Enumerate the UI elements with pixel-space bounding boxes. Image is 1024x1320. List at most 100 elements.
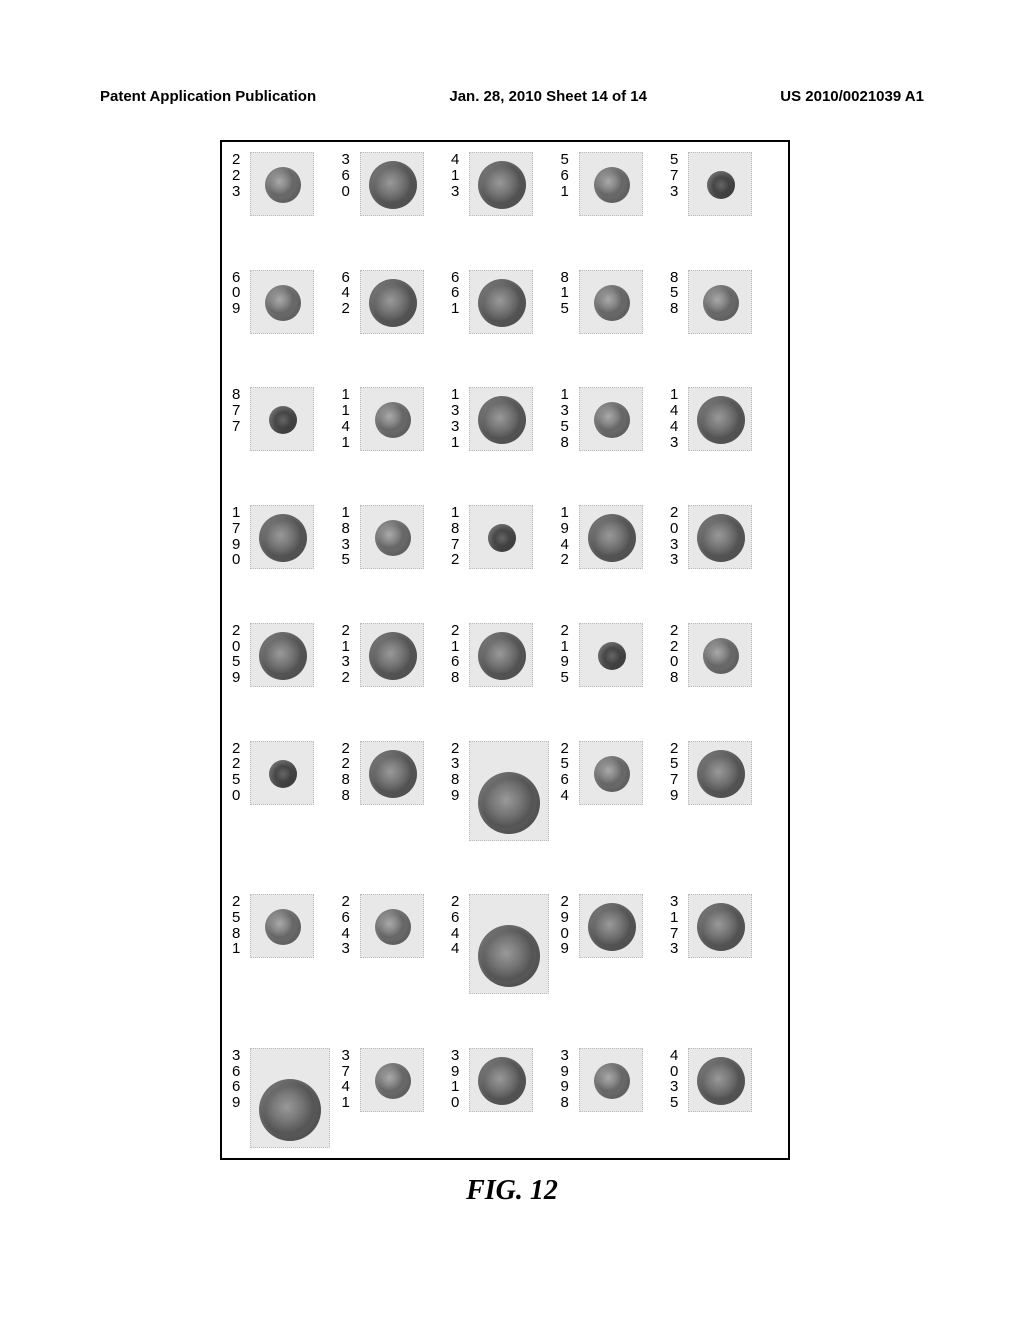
cell-blob-icon	[703, 638, 739, 674]
cell-blob-icon	[598, 642, 626, 670]
cell-index: 815	[561, 270, 575, 317]
figure-cell: 2644	[451, 894, 559, 994]
cell-index: 858	[670, 270, 684, 317]
cell-index: 360	[342, 152, 356, 199]
cell-index: 877	[232, 387, 246, 434]
cell-blob-icon	[269, 760, 297, 788]
cell-index: 1141	[342, 387, 356, 450]
cell-blob-icon	[265, 285, 301, 321]
cell-blob-icon	[369, 161, 417, 209]
cell-index: 2250	[232, 741, 246, 804]
cell-thumbnail	[579, 270, 643, 334]
figure-cell: 2208	[670, 623, 778, 687]
figure-cell: 573	[670, 152, 778, 216]
figure-cell: 2132	[342, 623, 450, 687]
cell-blob-icon	[375, 402, 411, 438]
cell-index: 609	[232, 270, 246, 317]
cell-index: 1358	[561, 387, 575, 450]
figure-row: 25812643264429093173	[232, 894, 778, 994]
figure-cell: 858	[670, 270, 778, 334]
cell-index: 223	[232, 152, 246, 199]
cell-index: 561	[561, 152, 575, 199]
cell-blob-icon	[478, 1057, 526, 1105]
cell-blob-icon	[594, 756, 630, 792]
figure-frame: 2233604135615736096426618158588771141133…	[220, 140, 790, 1160]
figure-cell: 661	[451, 270, 559, 334]
cell-thumbnail	[250, 270, 314, 334]
cell-blob-icon	[594, 1063, 630, 1099]
cell-index: 2644	[451, 894, 465, 957]
cell-index: 2579	[670, 741, 684, 804]
cell-index: 2132	[342, 623, 356, 686]
cell-blob-icon	[707, 171, 735, 199]
cell-thumbnail	[360, 894, 424, 958]
cell-index: 3669	[232, 1048, 246, 1111]
figure-cell: 2389	[451, 741, 559, 841]
figure-cell: 2909	[561, 894, 669, 958]
figure-row: 20592132216821952208	[232, 623, 778, 687]
cell-index: 2581	[232, 894, 246, 957]
cell-blob-icon	[588, 903, 636, 951]
figure-row: 609642661815858	[232, 270, 778, 334]
cell-thumbnail	[579, 741, 643, 805]
sheet-label: Jan. 28, 2010 Sheet 14 of 14	[449, 88, 647, 105]
cell-thumbnail	[579, 1048, 643, 1112]
figure-cell: 2250	[232, 741, 340, 805]
cell-blob-icon	[703, 285, 739, 321]
cell-index: 1942	[561, 505, 575, 568]
cell-index: 1443	[670, 387, 684, 450]
cell-index: 4035	[670, 1048, 684, 1111]
figure-cell: 2581	[232, 894, 340, 958]
cell-blob-icon	[269, 406, 297, 434]
cell-index: 2208	[670, 623, 684, 686]
cell-thumbnail	[250, 623, 314, 687]
cell-blob-icon	[369, 750, 417, 798]
cell-blob-icon	[697, 750, 745, 798]
cell-index: 3741	[342, 1048, 356, 1111]
figure-cell: 1443	[670, 387, 778, 451]
cell-index: 2033	[670, 505, 684, 568]
figure-row: 36693741391039984035	[232, 1048, 778, 1148]
figure-cell: 3910	[451, 1048, 559, 1112]
cell-thumbnail	[579, 894, 643, 958]
cell-blob-icon	[265, 909, 301, 945]
cell-index: 661	[451, 270, 465, 317]
publication-label: Patent Application Publication	[100, 88, 316, 105]
figure-cell: 413	[451, 152, 559, 216]
cell-index: 2168	[451, 623, 465, 686]
cell-index: 573	[670, 152, 684, 199]
cell-thumbnail	[688, 1048, 752, 1112]
cell-index: 2909	[561, 894, 575, 957]
cell-blob-icon	[588, 514, 636, 562]
cell-index: 2389	[451, 741, 465, 804]
cell-thumbnail	[579, 505, 643, 569]
cell-thumbnail	[469, 505, 533, 569]
patent-number: US 2010/0021039 A1	[780, 88, 924, 105]
cell-blob-icon	[488, 524, 516, 552]
cell-thumbnail	[688, 623, 752, 687]
figure-cell: 2059	[232, 623, 340, 687]
cell-thumbnail	[250, 152, 314, 216]
cell-thumbnail	[688, 152, 752, 216]
cell-blob-icon	[259, 1079, 321, 1141]
cell-blob-icon	[478, 925, 540, 987]
cell-blob-icon	[375, 520, 411, 556]
cell-index: 2564	[561, 741, 575, 804]
cell-index: 2059	[232, 623, 246, 686]
cell-thumbnail	[469, 1048, 533, 1112]
cell-index: 2288	[342, 741, 356, 804]
cell-blob-icon	[697, 1057, 745, 1105]
cell-blob-icon	[478, 161, 526, 209]
cell-index: 413	[451, 152, 465, 199]
figure-cell: 1790	[232, 505, 340, 569]
figure-cell: 2288	[342, 741, 450, 805]
cell-index: 1835	[342, 505, 356, 568]
figure-cell: 1872	[451, 505, 559, 569]
cell-blob-icon	[697, 514, 745, 562]
cell-thumbnail	[469, 623, 533, 687]
figure-cell: 1835	[342, 505, 450, 569]
cell-blob-icon	[697, 396, 745, 444]
cell-index: 3910	[451, 1048, 465, 1111]
figure-cell: 3741	[342, 1048, 450, 1112]
cell-index: 1872	[451, 505, 465, 568]
